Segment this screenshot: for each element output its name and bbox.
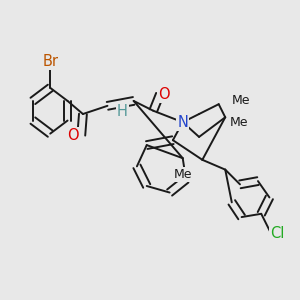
Text: Cl: Cl (270, 226, 284, 241)
Text: Me: Me (174, 168, 193, 181)
Text: Br: Br (42, 54, 58, 69)
Text: Me: Me (232, 94, 250, 107)
Text: Me: Me (230, 116, 249, 129)
Text: N: N (177, 115, 188, 130)
Text: H: H (117, 104, 128, 119)
Text: O: O (67, 128, 79, 143)
Text: O: O (158, 87, 170, 102)
